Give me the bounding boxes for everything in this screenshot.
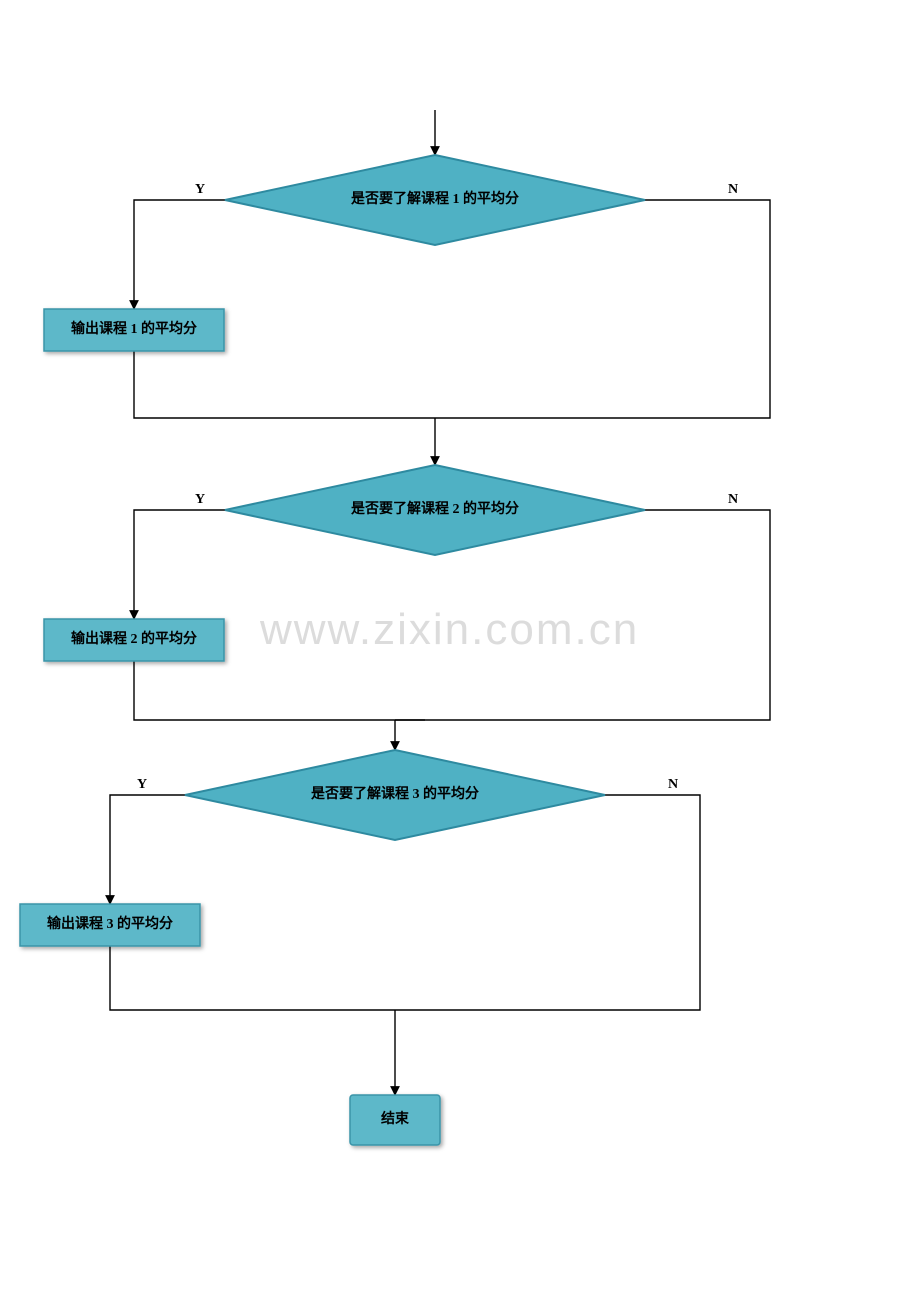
node-d2: 是否要了解课程 2 的平均分 bbox=[225, 465, 645, 555]
svg-text:输出课程 3 的平均分: 输出课程 3 的平均分 bbox=[47, 915, 173, 932]
edges-group: Y N Y N Y N bbox=[110, 110, 770, 1095]
svg-text:是否要了解课程 3 的平均分: 是否要了解课程 3 的平均分 bbox=[311, 785, 479, 802]
flowchart-canvas: www.zixin.com.cn YNYNYN是否要了解课程 1 的平均分输出课… bbox=[0, 0, 920, 1302]
node-d3: 是否要了解课程 3 的平均分 bbox=[185, 750, 605, 840]
svg-text:输出课程 1 的平均分: 输出课程 1 的平均分 bbox=[71, 320, 197, 337]
svg-text:N: N bbox=[728, 182, 738, 197]
svg-text:Y: Y bbox=[137, 777, 147, 792]
node-end: 结束 bbox=[350, 1095, 440, 1145]
svg-text:是否要了解课程 2 的平均分: 是否要了解课程 2 的平均分 bbox=[351, 500, 519, 517]
svg-text:Y: Y bbox=[195, 182, 205, 197]
nodes-group: 是否要了解课程 1 的平均分输出课程 1 的平均分是否要了解课程 2 的平均分输… bbox=[20, 155, 645, 1145]
svg-text:结束: 结束 bbox=[381, 1110, 410, 1127]
svg-text:是否要了解课程 1 的平均分: 是否要了解课程 1 的平均分 bbox=[351, 190, 519, 207]
svg-text:输出课程 2 的平均分: 输出课程 2 的平均分 bbox=[71, 630, 197, 647]
svg-text:N: N bbox=[728, 492, 738, 507]
svg-text:Y: Y bbox=[195, 492, 205, 507]
node-p3: 输出课程 3 的平均分 bbox=[20, 904, 200, 946]
node-d1: 是否要了解课程 1 的平均分 bbox=[225, 155, 645, 245]
node-p1: 输出课程 1 的平均分 bbox=[44, 309, 224, 351]
svg-text:N: N bbox=[668, 777, 678, 792]
node-p2: 输出课程 2 的平均分 bbox=[44, 619, 224, 661]
flowchart-svg: Y N Y N Y N 是否要了解课程 1 的平均分输出课程 1 的平均分是否要了解课程 2… bbox=[0, 0, 920, 1302]
